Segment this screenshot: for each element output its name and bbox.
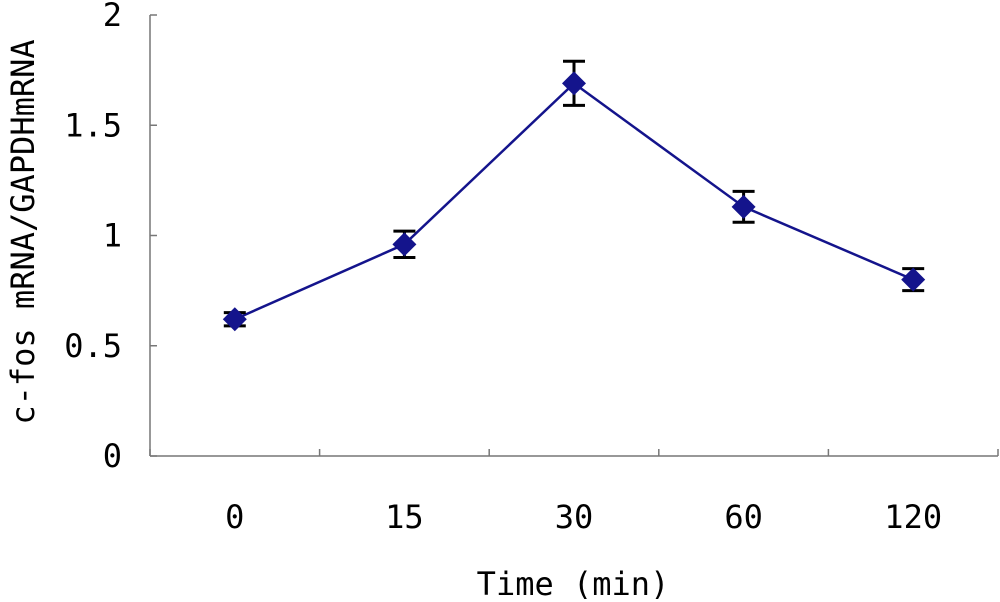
y-tick-label: 1.5 [64,106,122,144]
y-axis-ticks: 0 0.5 1 1.5 2 [64,0,157,475]
y-tick-label: 1 [103,217,122,255]
series-line [234,81,914,321]
y-tick-label: 0.5 [64,327,122,365]
data-point [392,232,417,257]
x-axis-title: Time (min) [477,565,670,602]
x-tick-label: 0 [225,498,244,536]
data-point [731,194,756,219]
y-axis-title: c-fos mRNA/GAPDHmRNA [4,39,42,424]
series [222,59,926,332]
data-point [562,71,586,96]
x-tick-label: 15 [385,498,424,536]
x-tick-label: 120 [884,498,942,536]
y-tick-label: 0 [103,437,122,475]
y-tick-label: 2 [103,0,122,34]
x-tick-label: 30 [555,498,594,536]
data-point [901,267,926,292]
data-point [222,307,247,332]
x-tick-label: 60 [724,498,763,536]
x-axis-ticks: 0 15 30 60 120 [149,449,999,536]
